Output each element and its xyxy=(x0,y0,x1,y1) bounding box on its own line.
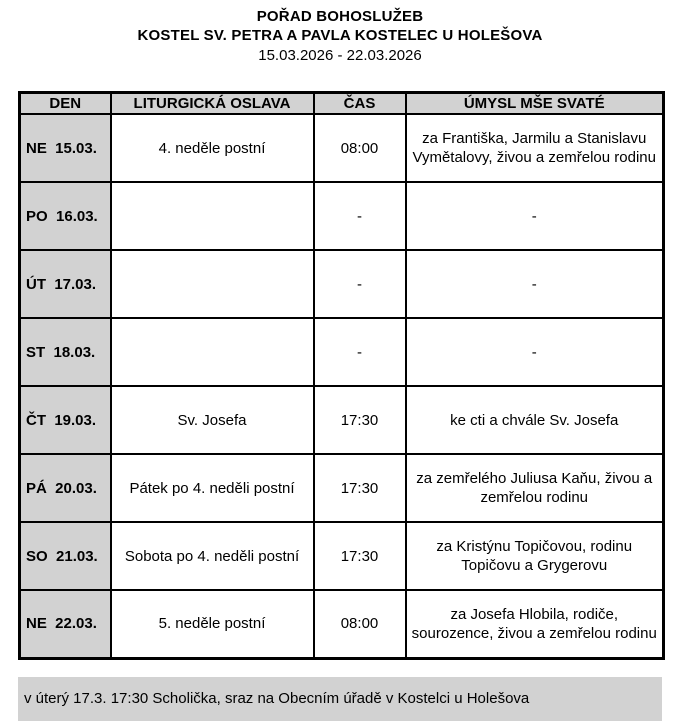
day-cell: NE 22.03. xyxy=(18,589,112,659)
footer-note-text: v úterý 17.3. 17:30 Scholička, sraz na O… xyxy=(24,690,530,707)
intention-cell: ke cti a chvále Sv. Josefa xyxy=(404,385,665,455)
intention-cell: - xyxy=(404,317,665,387)
time-cell: 08:00 xyxy=(312,113,407,183)
celebration-cell: 4. neděle postní xyxy=(109,113,315,183)
table-row: ÚT 17.03. - - xyxy=(18,249,665,319)
celebration-cell xyxy=(109,181,315,251)
intention-cell: za Františka, Jarmilu a Stanislavu Vymět… xyxy=(404,113,665,183)
table-row: SO 21.03. Sobota po 4. neděli postní 17:… xyxy=(18,521,665,591)
table-row: NE 22.03. 5. neděle postní 08:00 za Jose… xyxy=(18,589,665,659)
title-block: POŘAD BOHOSLUŽEB KOSTEL SV. PETRA A PAVL… xyxy=(0,0,680,65)
celebration-cell: Sobota po 4. neděli postní xyxy=(109,521,315,591)
table-header-row: DEN LITURGICKÁ OSLAVA ČAS ÚMYSL MŠE SVAT… xyxy=(18,91,665,115)
intention-cell: za zemřelého Juliusa Kaňu, živou a zemře… xyxy=(404,453,665,523)
day-cell: PO 16.03. xyxy=(18,181,112,251)
church-subtitle: KOSTEL SV. PETRA A PAVLA KOSTELEC U HOLE… xyxy=(137,27,543,44)
day-cell: SO 21.03. xyxy=(18,521,112,591)
intention-cell: za Josefa Hlobila, rodiče, sourozence, ž… xyxy=(404,589,665,659)
table-row: PÁ 20.03. Pátek po 4. neděli postní 17:3… xyxy=(18,453,665,523)
footer-note-bar: v úterý 17.3. 17:30 Scholička, sraz na O… xyxy=(18,676,662,721)
table-row: ČT 19.03. Sv. Josefa 17:30 ke cti a chvá… xyxy=(18,385,665,455)
day-cell: ČT 19.03. xyxy=(18,385,112,455)
day-cell: ÚT 17.03. xyxy=(18,249,112,319)
day-cell: NE 15.03. xyxy=(18,113,112,183)
intention-cell: za Kristýnu Topičovou, rodinu Topičovu a… xyxy=(404,521,665,591)
col-header-liturgicka-oslava: LITURGICKÁ OSLAVA xyxy=(109,91,315,115)
mass-schedule-table: DEN LITURGICKÁ OSLAVA ČAS ÚMYSL MŠE SVAT… xyxy=(18,91,665,660)
celebration-cell: 5. neděle postní xyxy=(109,589,315,659)
time-cell: 17:30 xyxy=(312,385,407,455)
day-cell: ST 18.03. xyxy=(18,317,112,387)
time-cell: - xyxy=(312,249,407,319)
time-cell: 08:00 xyxy=(312,589,407,659)
intention-cell: - xyxy=(404,249,665,319)
table-row: PO 16.03. - - xyxy=(18,181,665,251)
time-cell: - xyxy=(312,317,407,387)
celebration-cell xyxy=(109,317,315,387)
page-title: POŘAD BOHOSLUŽEB xyxy=(256,8,424,25)
celebration-cell xyxy=(109,249,315,319)
col-header-umysl-mse-svate: ÚMYSL MŠE SVATÉ xyxy=(404,91,665,115)
table-row: NE 15.03. 4. neděle postní 08:00 za Fran… xyxy=(18,113,665,183)
col-header-cas: ČAS xyxy=(312,91,407,115)
date-range: 15.03.2026 - 22.03.2026 xyxy=(258,47,422,64)
table-row: ST 18.03. - - xyxy=(18,317,665,387)
intention-cell: - xyxy=(404,181,665,251)
celebration-cell: Pátek po 4. neděli postní xyxy=(109,453,315,523)
col-header-den: DEN xyxy=(18,91,112,115)
time-cell: - xyxy=(312,181,407,251)
day-cell: PÁ 20.03. xyxy=(18,453,112,523)
celebration-cell: Sv. Josefa xyxy=(109,385,315,455)
time-cell: 17:30 xyxy=(312,453,407,523)
time-cell: 17:30 xyxy=(312,521,407,591)
